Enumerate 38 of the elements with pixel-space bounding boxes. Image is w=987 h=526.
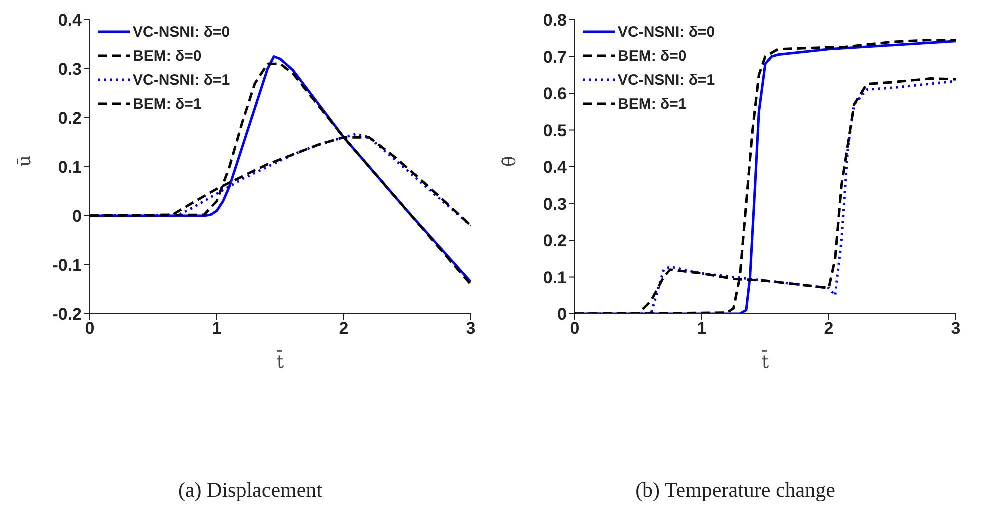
y-tick-label: 0 bbox=[72, 207, 82, 226]
x-axis-title: t̄ bbox=[276, 350, 285, 373]
y-tick-label: 0.5 bbox=[543, 121, 567, 140]
x-tick-label: 1 bbox=[697, 319, 707, 338]
x-tick-label: 1 bbox=[212, 319, 222, 338]
legend-label: VC-NSNI: δ=1 bbox=[133, 72, 230, 88]
legend-label: BEM: δ=0 bbox=[133, 48, 202, 64]
y-tick-label: 0.6 bbox=[543, 84, 567, 104]
y-tick-label: 0.4 bbox=[58, 11, 83, 30]
y-axis-title: ū bbox=[14, 155, 36, 167]
x-tick-label: 0 bbox=[85, 319, 95, 338]
x-tick-label: 0 bbox=[570, 319, 580, 338]
y-tick-label: 0.8 bbox=[543, 11, 567, 30]
y-tick-label: 0 bbox=[558, 305, 567, 324]
x-axis-title: t̄ bbox=[761, 350, 770, 373]
x-tick-label: 3 bbox=[951, 319, 961, 338]
legend-label: VC-NSNI: δ=0 bbox=[618, 24, 716, 40]
text: (b) Temperature change bbox=[636, 478, 836, 503]
legend-label: BEM: δ=1 bbox=[618, 96, 687, 112]
text: (a) Displacement bbox=[178, 478, 323, 503]
y-tick-label: 0.2 bbox=[543, 232, 567, 251]
y-tick-label: 0.4 bbox=[543, 158, 568, 178]
y-tick-label: 0.1 bbox=[543, 268, 567, 288]
y-tick-label: 0.2 bbox=[58, 109, 82, 128]
legend-label: VC-NSNI: δ=0 bbox=[133, 24, 230, 40]
y-tick-label: 0.1 bbox=[58, 158, 82, 178]
legend-label: VC-NSNI: δ=1 bbox=[618, 72, 716, 88]
y-tick-label: 0.3 bbox=[58, 60, 82, 80]
legend-label: BEM: δ=0 bbox=[618, 48, 687, 64]
x-tick-label: 2 bbox=[339, 319, 349, 338]
y-tick-label: -0.2 bbox=[52, 305, 82, 324]
x-tick-label: 3 bbox=[466, 319, 476, 338]
y-tick-label: 0.7 bbox=[543, 48, 567, 67]
y-tick-label: -0.1 bbox=[52, 256, 82, 276]
x-tick-label: 2 bbox=[824, 319, 834, 338]
y-tick-label: 0.3 bbox=[543, 194, 567, 214]
y-axis-title: θ̄ bbox=[499, 156, 520, 167]
legend-label: BEM: δ=1 bbox=[133, 96, 202, 112]
